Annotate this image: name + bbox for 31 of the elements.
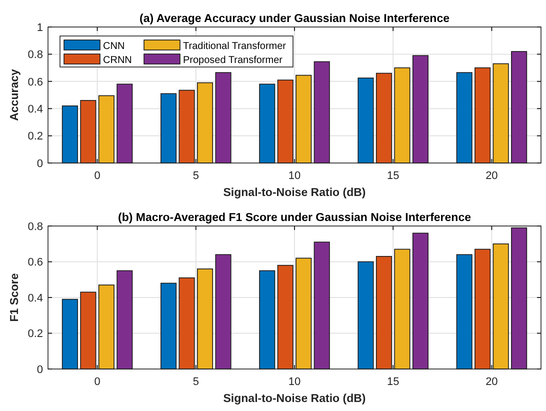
- y-tick-label: 0.4: [28, 103, 43, 116]
- x-tick-label: 15: [386, 170, 400, 182]
- x-tick-label: 0: [94, 170, 100, 182]
- legend-label: Proposed Transformer: [183, 55, 284, 66]
- x-axis-title: Signal-to-Noise Ratio (dB): [223, 187, 366, 199]
- y-tick-label: 0.2: [28, 328, 43, 340]
- y-axis-title: F1 Score: [9, 273, 21, 322]
- x-tick-label: 15: [386, 376, 400, 388]
- x-tick-label: 10: [288, 376, 301, 388]
- y-tick-label: 0: [36, 364, 43, 376]
- x-tick-label: 5: [192, 376, 199, 388]
- y-tick-label: 0.6: [28, 76, 43, 88]
- x-tick-label: 10: [288, 170, 301, 182]
- y-tick-label: 0.6: [28, 256, 43, 269]
- chart-title: (b) Macro-Averaged F1 Score under Gaussian Noise Interference: [118, 212, 471, 224]
- legend-label: CRNN: [103, 55, 132, 66]
- x-axis-title: Signal-to-Noise Ratio (dB): [223, 393, 366, 405]
- y-axis-title: Accuracy: [9, 68, 21, 121]
- x-tick-label: 5: [192, 170, 199, 182]
- x-tick-label: 20: [486, 376, 498, 388]
- y-tick-label: 0.2: [28, 130, 43, 143]
- y-tick-label: 0: [36, 158, 43, 170]
- y-tick-label: 0.8: [28, 49, 43, 62]
- legend-label: CNN: [103, 41, 125, 52]
- y-tick-label: 0.4: [28, 292, 43, 304]
- chart-title: (a) Average Accuracy under Gaussian Noise Interference: [140, 13, 450, 25]
- y-tick-label: 0.8: [28, 220, 43, 233]
- x-tick-label: 20: [486, 170, 498, 182]
- y-tick-label: 1: [36, 22, 43, 34]
- x-tick-label: 0: [94, 376, 100, 388]
- legend-label: Traditional Transformer: [183, 41, 287, 52]
